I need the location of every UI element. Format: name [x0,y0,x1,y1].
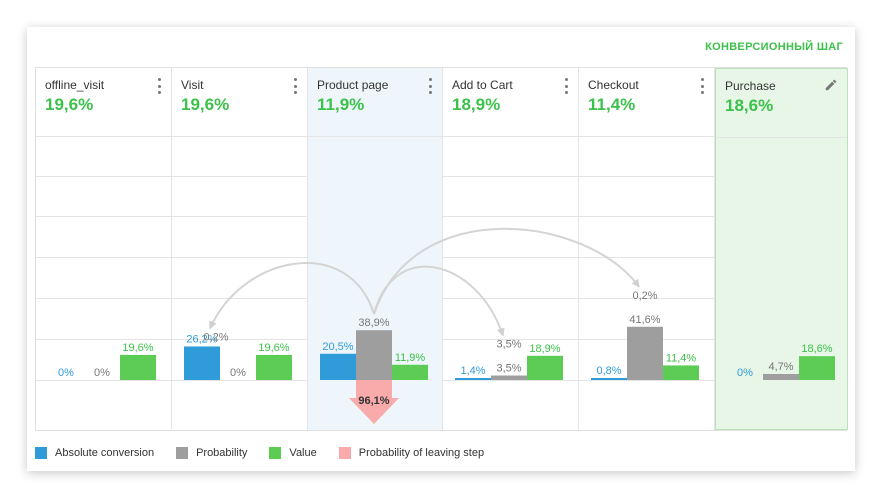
value-label: 11,4% [666,352,697,364]
more-vert-icon[interactable] [701,78,705,94]
step-column-add-to-cart[interactable]: Add to Cart 18,9% [443,68,579,430]
legend-label: Probability of leaving step [358,447,485,459]
step-name: Add to Cart [452,78,513,92]
absolute-label: 0% [737,367,753,379]
probability-bar [491,375,527,380]
absolute-label: 0% [58,367,74,379]
edit-pencil-icon[interactable] [824,78,838,92]
more-vert-icon[interactable] [565,78,569,94]
value-bar [256,354,292,380]
step-header: Product page 11,9% [308,68,442,137]
probability-bar [763,373,799,380]
step-name: Checkout [588,78,639,92]
legend-item-absolute[interactable]: Absolute conversion [35,447,154,459]
step-column-visit[interactable]: Visit 19,6% [172,68,308,430]
funnel-grid: offline_visit 19,6% Visit 19,6% Product … [35,67,848,431]
legend: Absolute conversion Probability Value Pr… [35,445,506,461]
step-column-checkout[interactable]: Checkout 11,4% [579,68,715,430]
legend-item-value[interactable]: Value [269,447,317,459]
value-label: 19,6% [122,342,153,354]
probability-label: 41,6% [629,314,660,326]
legend-swatch [35,447,47,459]
value-bar [663,365,699,380]
step-value: 19,6% [45,95,94,114]
legend-swatch [176,447,189,459]
legend-swatch [269,447,282,459]
value-label: 11,9% [395,352,426,364]
value-label: 18,6% [801,343,832,355]
conversion-step-label[interactable]: КОНВЕРСИОННЫЙ ШАГ [705,41,843,53]
step-value: 19,6% [181,95,230,114]
value-bar [120,354,156,380]
probability-bar [627,326,663,380]
absolute-label: 26,2% [186,333,217,345]
step-value: 18,6% [725,96,774,115]
value-bar [527,355,563,380]
step-name: Purchase [725,79,776,93]
funnel-plot: 0% 0% 19,6% 26,2% 0% 19,6% 20,5% 38,9% 11,9% 96,1… [58,227,835,424]
transition-label: 0,2% [203,331,228,343]
step-header: Visit 19,6% [172,68,307,137]
transition-arrow [373,227,640,315]
step-value: 11,4% [588,95,636,114]
absolute-label: 20,5% [322,341,353,353]
probability-label: 0% [94,367,110,379]
legend-item-probability[interactable]: Probability [176,447,247,459]
funnel-card: КОНВЕРСИОННЫЙ ШАГ offline_visit 19,6% Vi… [27,27,855,471]
more-vert-icon[interactable] [429,78,433,94]
legend-label: Probability [196,447,248,459]
value-bar [392,364,428,380]
probability-label: 3,5% [496,363,521,375]
more-vert-icon[interactable] [294,78,298,94]
step-name: offline_visit [45,78,105,92]
absolute-bar [455,378,491,380]
step-value: 11,9% [317,95,365,114]
absolute-label: 0,8% [596,365,621,377]
absolute-bar [184,346,220,380]
transition-label: 0,2% [632,290,657,302]
step-header: Add to Cart 18,9% [443,68,578,137]
transition-arrow [209,262,375,330]
absolute-bar [591,378,627,380]
probability-label: 38,9% [358,317,389,329]
probability-label: 0% [230,367,246,379]
step-name: Product page [317,78,389,92]
absolute-bar [320,353,356,380]
step-header: offline_visit 19,6% [36,68,171,137]
step-header: Purchase 18,6% [716,69,847,138]
step-column-offline-visit[interactable]: offline_visit 19,6% [36,68,172,430]
legend-label: Absolute conversion [55,447,155,459]
more-vert-icon[interactable] [158,78,162,94]
step-name: Visit [181,78,204,92]
legend-item-leaving[interactable]: Probability of leaving step [338,447,485,459]
legend-swatch [338,447,351,459]
step-value: 18,9% [452,95,501,114]
value-label: 19,6% [258,342,289,354]
value-bar [799,356,835,380]
probability-bar [356,330,392,380]
value-label: 18,9% [529,343,560,355]
absolute-label: 1,4% [460,365,485,377]
leaving-arrow [349,380,399,424]
transition-label: 3,5% [496,339,521,351]
legend-label: Value [289,447,317,459]
step-header: Checkout 11,4% [579,68,714,137]
leaving-label: 96,1% [358,395,389,407]
probability-label: 4,7% [768,361,793,373]
